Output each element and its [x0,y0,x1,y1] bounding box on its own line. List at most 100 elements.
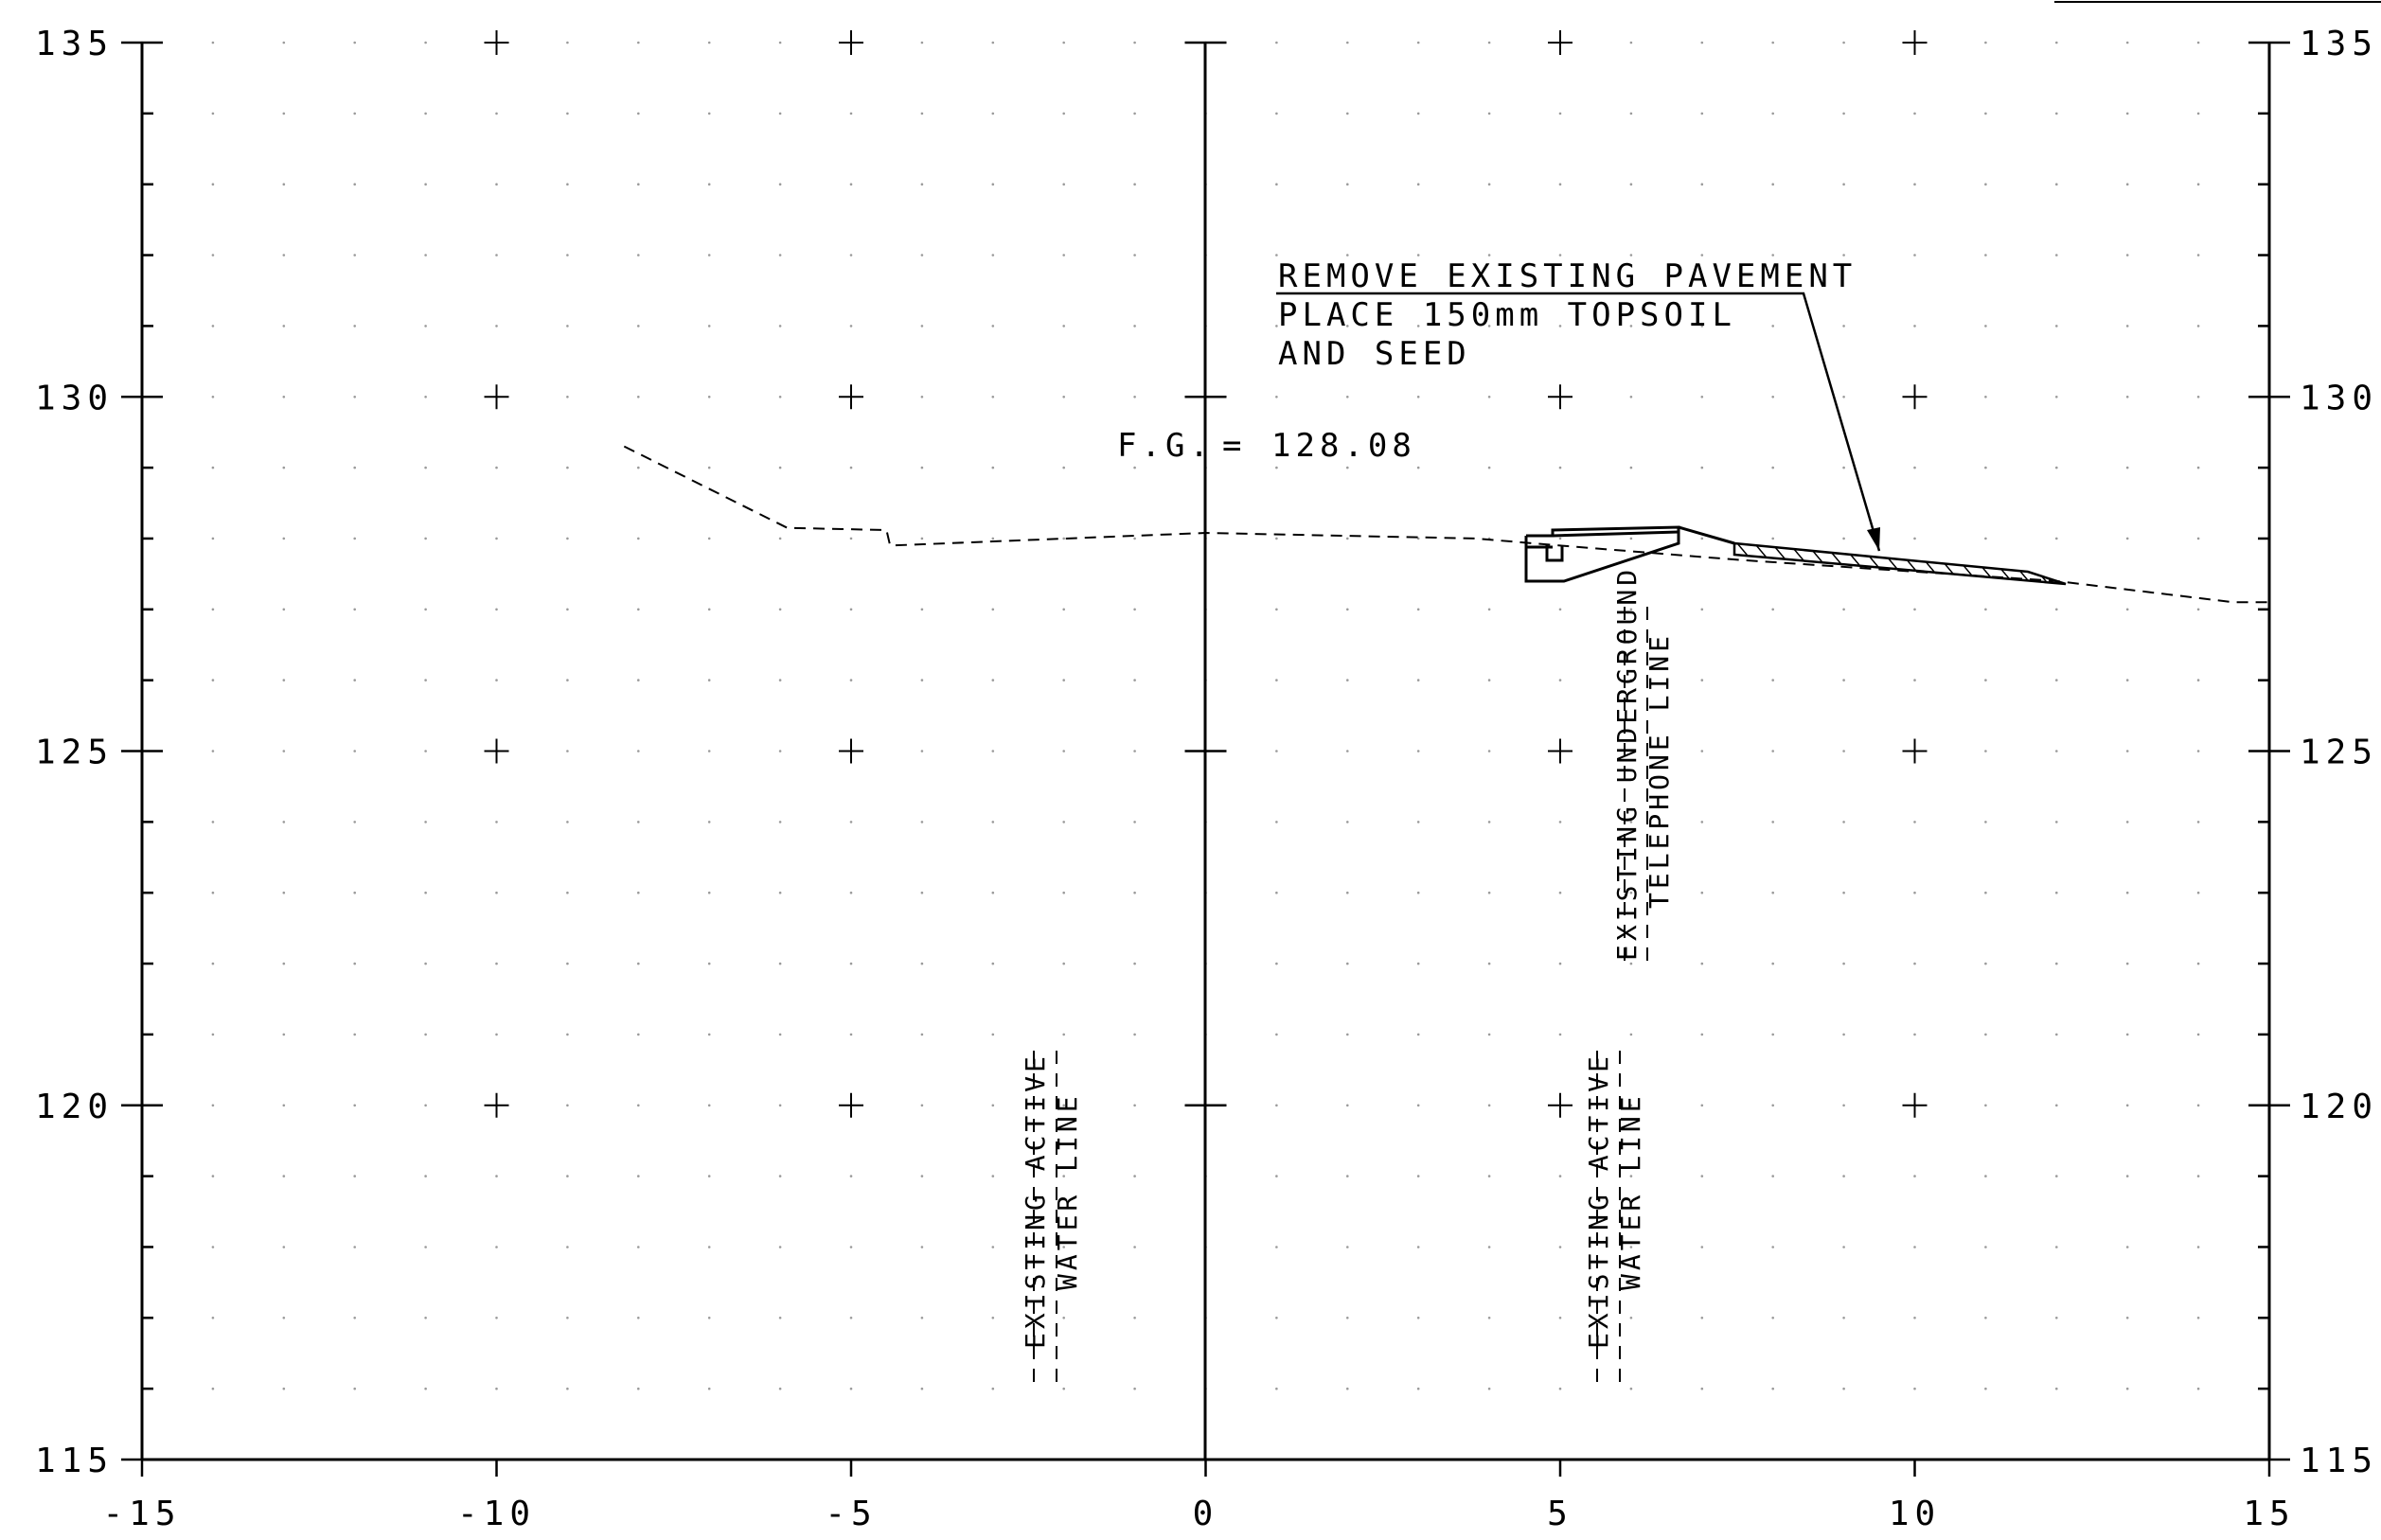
grid-dot [1913,608,1916,611]
grid-dot [2055,1104,2058,1107]
grid-dot [1629,1317,1633,1319]
grid-dot [211,962,215,965]
grid-plus-mark [1548,738,1573,764]
grid-dot [1062,466,1065,469]
grid-dot [1346,325,1349,327]
grid-dot [1558,1387,1562,1390]
grid-dot [424,466,427,469]
grid-dot [1487,679,1491,681]
grid-dot [1629,750,1633,752]
grid-dot [1984,1033,1987,1036]
grid-dot [1771,537,1774,540]
grid-dot [778,891,782,894]
grid-dot [495,1175,498,1177]
grid-dot [1416,325,1420,327]
telephone-line-text-2: TELEPHONE LINE [1644,632,1675,909]
grid-dot [353,1317,357,1319]
grid-dot [920,41,924,44]
grid-dot [495,608,498,611]
grid-dot [707,183,711,186]
grid-dot [778,821,782,823]
grid-dot [1062,396,1065,398]
y-tick-label-right: 120 [2300,1088,2378,1126]
telephone-line-text-1: EXISTING UNDERGROUND [1611,566,1643,961]
grid-dot [1842,41,1845,44]
grid-dot [566,183,569,186]
grid-dot [707,112,711,115]
grid-dot [495,254,498,257]
grid-dot [637,396,640,398]
grid-dot [2196,1104,2200,1107]
grid-dot [1629,254,1633,257]
grid-dot [1133,679,1136,681]
grid-dot [849,962,853,965]
grid-dot [353,183,357,186]
grid-dot [1913,537,1916,540]
grid-plus-mark [484,30,509,55]
grid-dot [495,1246,498,1248]
grid-dot [637,325,640,327]
grid-dot [2055,1175,2058,1177]
grid-dot [637,1175,640,1177]
grid-dot [707,254,711,257]
grid-dot [1842,537,1845,540]
grid-dot [282,821,286,823]
grid-dot [920,1175,924,1177]
grid-dot [1275,821,1278,823]
y-tick-label-left: 125 [35,734,114,772]
grid-dot [2196,608,2200,611]
grid-dot [2125,962,2129,965]
x-tick-label: -15 [102,1495,181,1533]
grid-dot [1062,750,1065,752]
grid-dot [707,891,711,894]
grid-dot [707,466,711,469]
curb-top [1552,530,1679,538]
grid-dot [707,750,711,752]
grid-dot [282,396,286,398]
grid-dot [1913,1317,1916,1319]
grid-dot [1416,608,1420,611]
grid-dot [2196,750,2200,752]
grid-dot [424,325,427,327]
grid-dot [707,1104,711,1107]
grid-dot [1629,183,1633,186]
grid-dot [353,254,357,257]
grid-dot [637,466,640,469]
grid-dot [353,112,357,115]
grid-dot [707,41,711,44]
grid-dot [1487,750,1491,752]
grid-dot [991,1317,995,1319]
grid-dot [353,679,357,681]
axis-ticks [121,41,2290,1477]
grid-dot [1416,1104,1420,1107]
grid-dot [424,1246,427,1248]
grid-dot [1771,183,1774,186]
grid-dot [991,679,995,681]
grid-dot [2055,891,2058,894]
grid-dot [637,1387,640,1390]
grid-dot [353,325,357,327]
gutter-lip [1545,545,1564,562]
grid-dot [1346,608,1349,611]
grid-dot [353,41,357,44]
grid-dot [495,1317,498,1319]
grid-dot [778,537,782,540]
grid-dot [424,396,427,398]
grid-dot [424,1104,427,1107]
grid-dot [2055,1033,2058,1036]
grid-dot [2196,254,2200,257]
y-tick-label-left: 115 [35,1442,114,1480]
grid-dot [991,821,995,823]
grid-dot [1487,396,1491,398]
grid-dot [495,1033,498,1036]
grid-dot [1275,537,1278,540]
grid-dot [2125,537,2129,540]
grid-dot [1346,1387,1349,1390]
grid-dot [778,396,782,398]
grid-dot [1913,1246,1916,1248]
grid-dot [1771,750,1774,752]
grid-dot [1275,1104,1278,1107]
grid-dot [1062,183,1065,186]
grid-dot [2055,1317,2058,1319]
grid-dot [1416,750,1420,752]
